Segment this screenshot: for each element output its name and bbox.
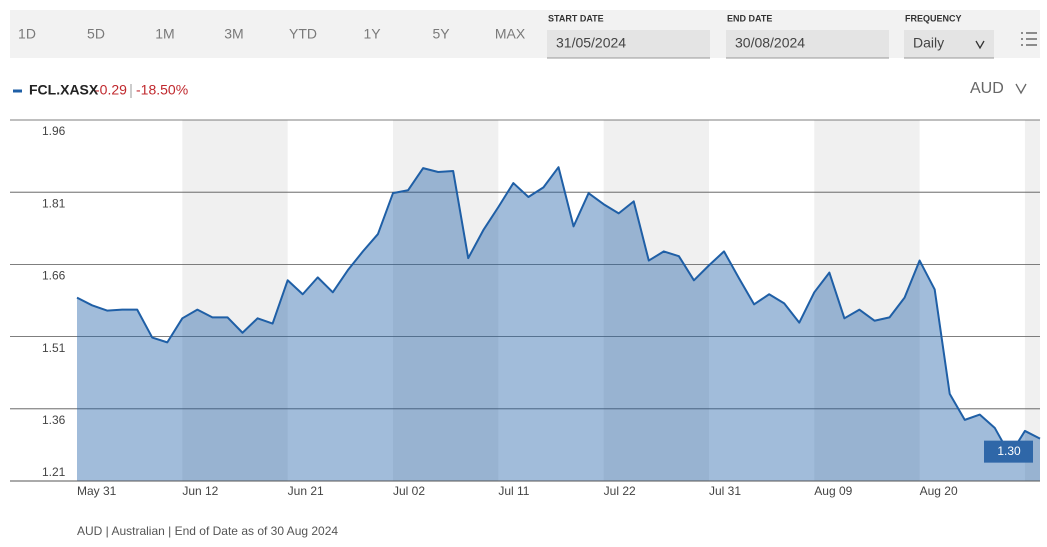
y-tick-label: 1.96	[42, 124, 66, 138]
range-button[interactable]: 1D	[18, 26, 36, 42]
currency-select[interactable]: AUD	[970, 80, 1004, 97]
legend-change-percent: -18.50%	[136, 82, 188, 98]
y-tick-label: 1.81	[42, 196, 66, 210]
range-button[interactable]: 3M	[224, 26, 243, 42]
x-tick-label: Jul 02	[393, 484, 425, 498]
shaded-band	[603, 120, 709, 481]
x-tick-label: Jun 21	[288, 484, 324, 498]
end-date-value: 30/08/2024	[735, 35, 805, 51]
start-date-value: 31/05/2024	[556, 35, 626, 51]
x-tick-label: Jun 12	[182, 484, 218, 498]
y-tick-label: 1.21	[42, 465, 66, 479]
frequency-select[interactable]	[904, 30, 994, 58]
last-value-badge	[984, 440, 1033, 463]
range-button[interactable]: YTD	[289, 26, 317, 42]
y-tick-label: 1.66	[42, 269, 66, 283]
last-value-label: 1.30	[997, 444, 1021, 458]
range-button[interactable]: 5Y	[432, 26, 450, 42]
end-date-input[interactable]	[726, 30, 889, 58]
frequency-label: FREQUENCY	[905, 13, 962, 23]
currency-chevron	[1015, 83, 1027, 95]
price-line	[76, 166, 1041, 457]
range-button[interactable]: 1Y	[363, 26, 381, 42]
x-tick-label: Aug 20	[920, 484, 958, 498]
start-date-input[interactable]	[547, 30, 710, 58]
range-button[interactable]: 1M	[155, 26, 174, 42]
legend-change: -0.29	[95, 82, 127, 98]
shaded-band	[182, 120, 288, 481]
dropdown-chevron	[975, 40, 985, 50]
range-button[interactable]: MAX	[495, 26, 526, 42]
shaded-band	[1024, 120, 1040, 481]
x-tick-label: Jul 22	[604, 484, 636, 498]
frequency-value: Daily	[913, 35, 944, 51]
footer-note: AUD | Australian | End of Date as of 30 …	[77, 524, 338, 538]
y-tick-label: 1.51	[42, 341, 66, 355]
range-button[interactable]: 5D	[87, 26, 105, 42]
x-tick-label: Jul 11	[498, 484, 529, 498]
x-tick-label: May 31	[77, 484, 117, 498]
legend-name: FCL.XASX	[29, 82, 99, 98]
x-tick-label: Aug 09	[814, 484, 852, 498]
area-fill	[77, 167, 1040, 482]
menu-icon[interactable]	[1021, 32, 1037, 46]
end-date-label: END DATE	[727, 13, 772, 23]
y-tick-label: 1.36	[42, 413, 66, 427]
shaded-band	[392, 120, 499, 481]
start-date-label: START DATE	[548, 13, 604, 23]
x-tick-label: Jul 31	[709, 484, 741, 498]
